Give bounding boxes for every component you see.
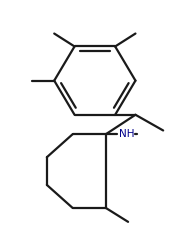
Text: NH: NH — [119, 129, 135, 139]
